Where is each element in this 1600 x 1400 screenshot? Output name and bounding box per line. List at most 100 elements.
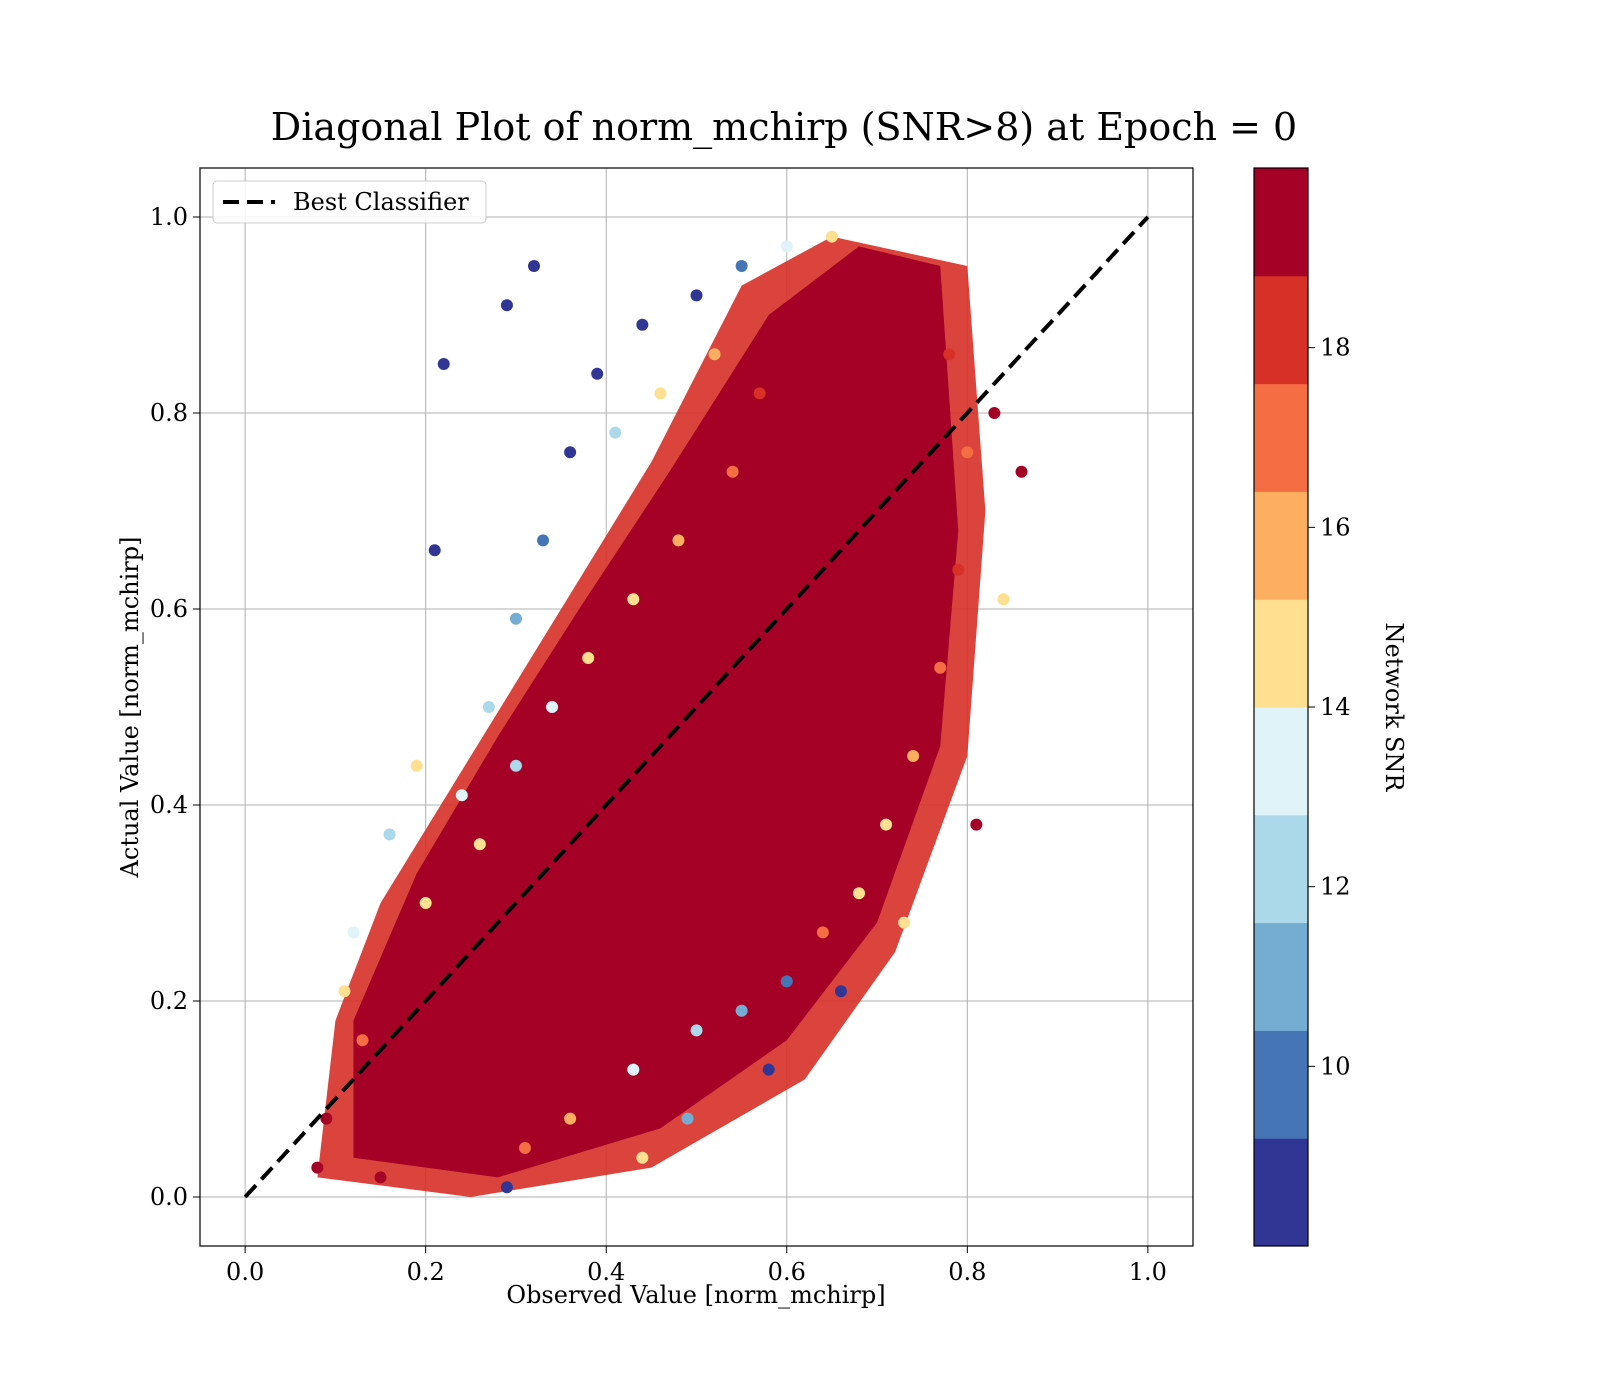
colorbar-band <box>1254 922 1308 1031</box>
scatter-point <box>645 838 658 851</box>
scatter-point <box>744 897 757 909</box>
scatter-point <box>681 1112 694 1125</box>
scatter-point <box>997 593 1010 606</box>
scatter-point <box>500 1181 513 1194</box>
colorbar-band <box>1254 1138 1308 1247</box>
scatter-point <box>898 916 911 929</box>
scatter-point <box>636 318 649 331</box>
y-tick-label: 0.4 <box>150 791 188 819</box>
scatter-point <box>564 446 577 459</box>
scatter-point <box>934 661 947 674</box>
scatter-point <box>780 975 793 988</box>
scatter-point <box>780 240 793 253</box>
plot-frame <box>199 167 1194 1247</box>
scatter-point <box>880 818 893 831</box>
colorbar-band <box>1254 599 1308 708</box>
y-axis-label: Actual Value [norm_mchirp] <box>116 537 144 879</box>
colorbar-tick-label: 18 <box>1320 334 1351 362</box>
scatter-point <box>690 1024 703 1037</box>
scatter-point <box>753 387 766 400</box>
scatter-point <box>401 1151 414 1164</box>
scatter-point <box>383 828 396 841</box>
scatter-point <box>564 1112 577 1125</box>
scatter-point <box>482 701 495 713</box>
scatter-point <box>428 544 441 557</box>
scatter-point <box>762 573 775 586</box>
scatter-point <box>735 260 748 272</box>
scatter-point <box>834 465 847 478</box>
scatter-point <box>717 769 730 782</box>
colorbar-tick-label: 10 <box>1320 1052 1351 1080</box>
scatter-point <box>537 534 550 547</box>
y-tick-label: 0.8 <box>150 399 188 427</box>
scatter-point <box>464 936 477 949</box>
best-classifier-line <box>243 215 1150 1199</box>
colorbar-band <box>1254 275 1308 385</box>
scatter-point <box>419 897 432 909</box>
legend-box <box>212 180 487 224</box>
scatter-point <box>573 906 586 919</box>
scatter-point <box>961 446 974 459</box>
legend: Best Classifier <box>212 180 487 224</box>
scatter-point <box>735 1004 748 1017</box>
scatter-point <box>852 887 865 900</box>
scatter-point <box>374 1171 387 1184</box>
scatter-point <box>582 652 595 664</box>
y-axis-ticks: 0.0 0.2 0.4 0.6 0.8 1.0 <box>150 203 200 1211</box>
x-tick-label: 0.8 <box>948 1258 986 1286</box>
scatter-point <box>690 289 703 302</box>
colorbar-band <box>1254 707 1308 816</box>
scatter-point <box>546 701 559 713</box>
scatter-point <box>518 1142 531 1154</box>
colorbar: 10 12 14 16 18 Network SNR <box>1253 167 1408 1247</box>
colorbar-tick-label: 16 <box>1320 513 1351 541</box>
x-tick-label: 0.4 <box>587 1258 625 1286</box>
scatter-point <box>455 789 468 802</box>
scatter-point <box>609 426 622 439</box>
scatter-point <box>591 367 604 380</box>
scatter-point <box>862 583 875 596</box>
scatter-point <box>618 720 631 733</box>
scatter-point <box>356 1034 369 1047</box>
scatter-point <box>654 387 667 400</box>
scatter-point <box>311 1161 324 1174</box>
scatter-point <box>437 358 450 370</box>
colorbar-label: Network SNR <box>1380 623 1408 793</box>
colorbar-band <box>1254 168 1308 277</box>
scatter-point <box>726 465 739 478</box>
y-tick-label: 0.6 <box>150 595 188 623</box>
colorbar-band <box>1254 1030 1308 1139</box>
scatter-point <box>392 1102 405 1115</box>
scatter-point <box>627 1063 640 1076</box>
scatter-point <box>546 838 559 851</box>
scatter-point <box>816 926 829 939</box>
scatter-point <box>509 759 522 772</box>
scatter-point <box>347 926 360 939</box>
colorbar-tick-label: 12 <box>1320 873 1351 901</box>
scatter-point <box>789 681 802 694</box>
scatter-points <box>311 230 1028 1198</box>
scatter-point <box>500 299 513 312</box>
x-axis-ticks: 0.0 0.2 0.4 0.6 0.8 1.0 <box>226 1246 1167 1286</box>
scatter-point <box>509 975 522 988</box>
colorbar-band <box>1254 814 1308 924</box>
colorbar-band <box>1254 383 1308 492</box>
scatter-point <box>473 838 486 851</box>
scatter-point <box>825 230 838 243</box>
scatter-point <box>708 348 721 361</box>
x-tick-label: 0.6 <box>768 1258 806 1286</box>
scatter-point <box>491 897 504 909</box>
colorbar-tick-label: 14 <box>1320 693 1351 721</box>
scatter-point <box>690 642 703 655</box>
y-tick-label: 0.2 <box>150 987 188 1015</box>
scatter-point <box>672 534 685 547</box>
y-tick-label: 1.0 <box>150 203 188 231</box>
x-tick-label: 0.2 <box>407 1258 445 1286</box>
scatter-point <box>528 260 541 272</box>
scatter-point <box>970 818 983 831</box>
scatter-point <box>898 485 911 498</box>
scatter-point <box>834 985 847 998</box>
colorbar-band <box>1254 491 1308 600</box>
scatter-point <box>627 593 640 606</box>
